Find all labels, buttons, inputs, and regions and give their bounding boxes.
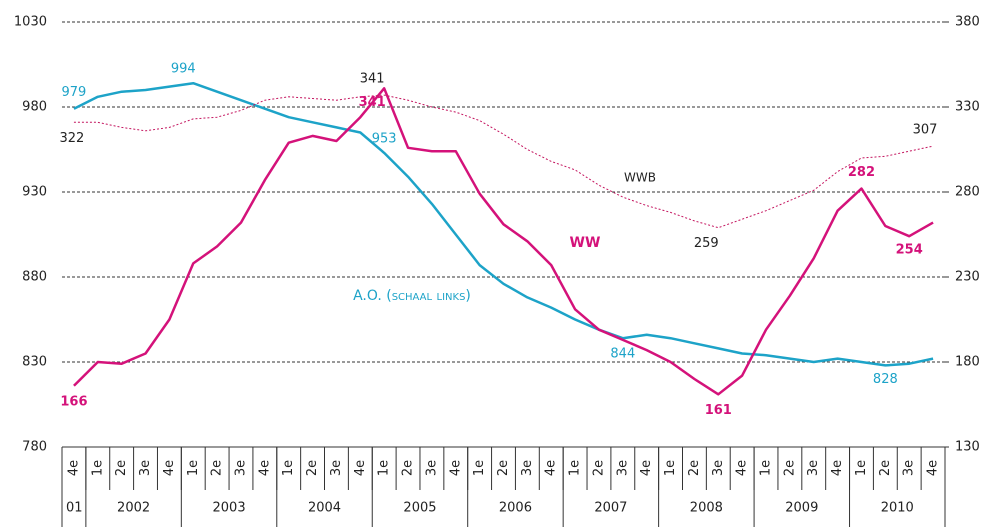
year-label: 2004 — [308, 501, 341, 516]
x-tick-label: 2e — [401, 460, 416, 476]
value-label: 844 — [610, 347, 635, 362]
x-tick-label: 3e — [329, 460, 344, 476]
series-line — [73, 87, 934, 396]
x-tick-label: 3e — [520, 460, 535, 476]
x-tick-label: 1e — [281, 460, 296, 476]
x-tick-label: 1e — [377, 460, 392, 476]
y2-tick-label: 180 — [955, 355, 980, 370]
x-tick-label: 2e — [305, 460, 320, 476]
y-tick-label: 930 — [22, 185, 47, 200]
y-tick-label: 830 — [22, 355, 47, 370]
value-label: 828 — [873, 372, 898, 387]
y2-tick-label: 280 — [955, 185, 980, 200]
value-label: 341 — [360, 72, 385, 87]
y-tick-label: 880 — [22, 270, 47, 285]
year-label: 2002 — [117, 501, 150, 516]
y2-tick-label: 230 — [955, 270, 980, 285]
x-tick-label: 3e — [424, 460, 439, 476]
x-tick-label: 2e — [782, 460, 797, 476]
value-label: 282 — [848, 165, 875, 180]
x-tick-label: 2e — [210, 460, 225, 476]
x-tick-label: 3e — [138, 460, 153, 476]
x-tick-label: 1e — [854, 460, 869, 476]
value-label: 254 — [896, 243, 923, 258]
year-label: 2007 — [594, 501, 627, 516]
x-tick-label: 4e — [544, 460, 559, 476]
x-tick-label: 4e — [639, 460, 654, 476]
x-tick-label: 2e — [878, 460, 893, 476]
value-label: 322 — [60, 131, 85, 146]
x-tick-label: 3e — [615, 460, 630, 476]
series-line — [73, 94, 934, 229]
year-label: 2010 — [881, 501, 914, 516]
x-tick-label: 1e — [663, 460, 678, 476]
x-tick-label: 3e — [902, 460, 917, 476]
series-name: WW — [570, 235, 601, 251]
x-tick-label: 4e — [448, 460, 463, 476]
x-tick-label: 1e — [568, 460, 583, 476]
x-tick-label: 2e — [496, 460, 511, 476]
x-tick-label: 1e — [90, 460, 105, 476]
x-tick-label: 3e — [711, 460, 726, 476]
year-label: 2009 — [785, 501, 818, 516]
x-tick-label: 4e — [353, 460, 368, 476]
series-name: WWB — [624, 171, 656, 185]
value-label: 953 — [372, 131, 397, 146]
value-label: 979 — [62, 85, 87, 100]
y2-tick-label: 380 — [955, 15, 980, 30]
x-tick-label: 3e — [233, 460, 248, 476]
x-tick-label: 2e — [687, 460, 702, 476]
year-label: 01 — [66, 501, 83, 516]
x-tick-label: 4e — [162, 460, 177, 476]
value-label: 161 — [705, 403, 732, 418]
x-tick-label: 1e — [186, 460, 201, 476]
value-label: 994 — [171, 62, 196, 77]
value-label: 259 — [694, 236, 719, 251]
x-tick-label: 4e — [926, 460, 941, 476]
series-line — [73, 81, 934, 367]
year-label: 2008 — [690, 501, 723, 516]
value-label: 307 — [913, 123, 938, 138]
y-tick-label: 1030 — [14, 15, 47, 30]
x-tick-label: 4e — [830, 460, 845, 476]
x-tick-label: 4e — [735, 460, 750, 476]
year-label: 2005 — [403, 501, 436, 516]
year-label: 2006 — [499, 501, 532, 516]
y-tick-label: 780 — [22, 440, 47, 455]
x-tick-label: 2e — [114, 460, 129, 476]
x-tick-label: 1e — [759, 460, 774, 476]
x-tick-label: 2e — [591, 460, 606, 476]
x-tick-label: 4e — [66, 460, 81, 476]
year-label: 2003 — [213, 501, 246, 516]
value-label: 341 — [359, 95, 386, 110]
x-tick-label: 3e — [806, 460, 821, 476]
value-label: 166 — [60, 394, 87, 409]
series-name: A.O. (schaal links) — [353, 288, 471, 304]
x-tick-label: 1e — [472, 460, 487, 476]
y2-tick-label: 330 — [955, 100, 980, 115]
x-tick-label: 4e — [257, 460, 272, 476]
y-tick-label: 980 — [22, 100, 47, 115]
y2-tick-label: 130 — [955, 440, 980, 455]
